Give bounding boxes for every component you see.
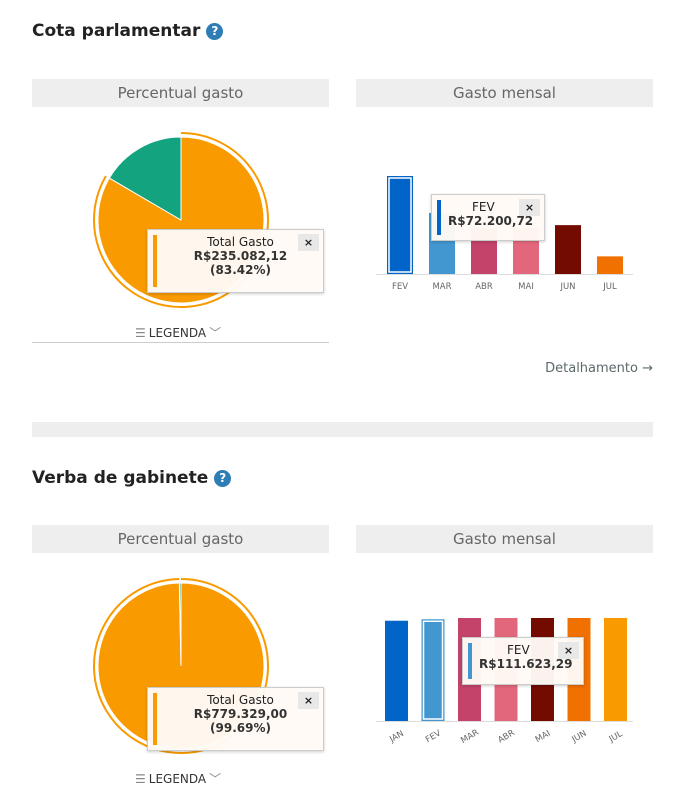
legend-toggle[interactable]: ☰ LEGENDA ﹀ [135,770,221,787]
tooltip-label: Total Gasto [207,235,274,249]
pie-header: Percentual gasto [32,79,329,107]
tooltip-value: R$235.082,12 [193,249,288,263]
x-tick-label: MAI [518,282,534,292]
chevron-down-icon: ﹀ [209,326,222,340]
x-tick-label: JUN [570,729,589,746]
tooltip-color-bar [153,235,157,287]
close-icon[interactable]: × [298,234,319,251]
bar-tooltip: FEV R$72.200,72 × [431,194,545,241]
x-tick-label: MAR [459,728,481,746]
section-title-verba: Verba de gabinete ? [32,468,232,488]
bar-tooltip: FEV R$111.623,29 × [462,637,584,685]
x-tick-label: MAI [534,729,553,745]
divider [32,342,329,343]
close-icon[interactable]: × [298,692,319,709]
tooltip-percent: (99.69%) [210,721,271,735]
bar[interactable] [387,176,413,274]
x-tick-label: FEV [424,728,443,745]
x-tick-label: JUL [602,282,617,292]
x-tick-label: ABR [496,728,516,745]
tooltip-value: R$72.200,72 [448,214,534,228]
tooltip-color-bar [437,200,441,235]
pie-hover-ring [93,578,269,754]
pie-tooltip: Total Gasto R$235.082,12 (83.42%) × [147,229,324,293]
section-title-text: Cota parlamentar [32,21,201,41]
pie-tooltip: Total Gasto R$779.329,00 (99.69%) × [147,687,324,751]
tooltip-value: R$111.623,29 [479,657,573,671]
bar[interactable] [555,225,581,274]
x-tick-label: FEV [392,282,408,292]
legend-label: LEGENDA [148,771,207,786]
pie-slice[interactable] [178,582,182,667]
section-title-cota: Cota parlamentar ? [32,21,224,41]
section-separator [32,422,653,437]
legend-label: LEGENDA [148,325,207,340]
help-icon[interactable]: ? [206,22,224,40]
detalhamento-link[interactable]: Detalhamento → [545,361,653,376]
bar[interactable] [604,618,627,721]
x-tick-label: JUL [607,729,625,745]
list-icon: ☰ [135,325,146,340]
bar-header: Gasto mensal [356,525,653,553]
x-tick-label: MAR [432,282,451,292]
tooltip-label: FEV [507,643,530,657]
pie-slice[interactable] [108,136,182,221]
tooltip-percent: (83.42%) [210,263,271,277]
bar-highlight [388,177,412,273]
help-icon[interactable]: ? [214,469,232,487]
bar[interactable] [385,620,408,721]
bar-highlight [422,620,444,720]
pie-hover-ring [93,132,269,308]
legend-toggle[interactable]: ☰ LEGENDA ﹀ [135,324,221,341]
x-tick-label: JUN [559,282,575,292]
close-icon[interactable]: × [558,642,579,659]
tooltip-color-bar [153,693,157,745]
bar[interactable] [597,256,623,274]
x-tick-label: JAN [387,729,405,745]
tooltip-label: FEV [472,200,495,214]
list-icon: ☰ [135,771,146,786]
bar-header: Gasto mensal [356,79,653,107]
x-tick-label: ABR [475,282,493,292]
pie-header: Percentual gasto [32,525,329,553]
chevron-down-icon: ﹀ [209,772,222,786]
tooltip-color-bar [468,643,472,679]
bar[interactable] [421,619,445,721]
close-icon[interactable]: × [519,199,540,216]
tooltip-label: Total Gasto [207,693,274,707]
section-title-text: Verba de gabinete [32,468,209,488]
tooltip-value: R$779.329,00 [193,707,288,721]
